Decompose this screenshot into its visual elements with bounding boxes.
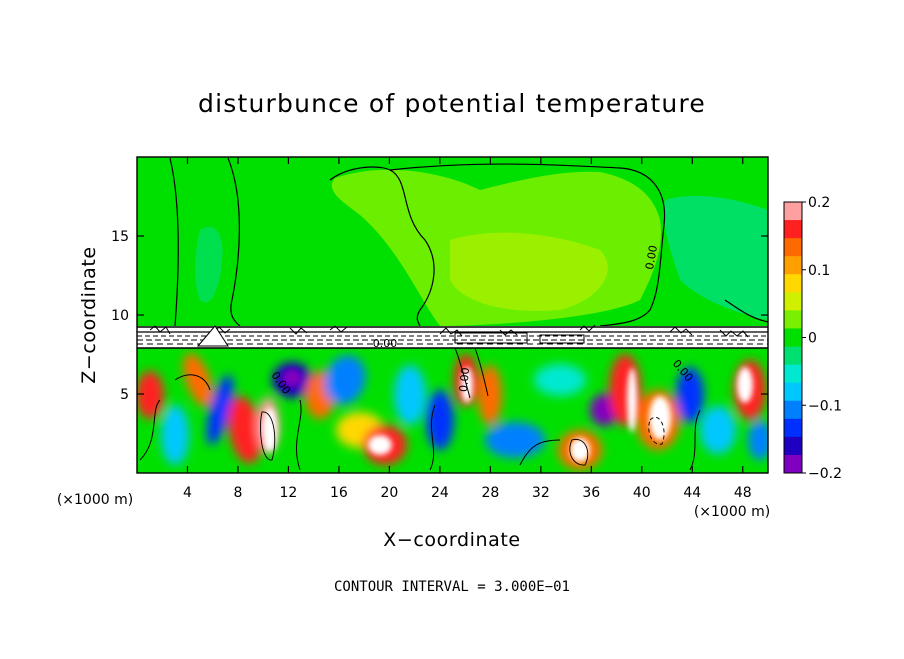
x-tick-label: 16 <box>330 485 348 501</box>
y-tick-label: 10 <box>111 308 129 324</box>
contour-line-upper <box>227 157 241 327</box>
cool-blob <box>161 405 189 465</box>
x-tick-label: 24 <box>431 485 449 501</box>
contour-label: 0.00 <box>457 367 472 393</box>
colorbar-swatch <box>784 202 802 221</box>
contour-label: 0.00 <box>643 244 660 270</box>
cool-blob <box>748 420 768 460</box>
cool-blob <box>676 367 704 423</box>
x-tick-label: 36 <box>582 485 600 501</box>
colorbar-swatch <box>784 346 802 366</box>
warm-core <box>737 367 753 403</box>
warm-core <box>649 396 671 440</box>
x-unit-label: (×1000 m) <box>694 504 770 520</box>
x-tick-label: 28 <box>481 485 499 501</box>
contour-line-upper <box>169 157 179 327</box>
colorbar-tick-label: −0.1 <box>808 398 842 414</box>
y-tick-label: 15 <box>111 229 129 245</box>
colorbar-swatch <box>784 310 802 329</box>
colorbar-swatch <box>784 400 802 420</box>
x-axis: 4 8 12 16 20 24 28 32 36 40 44 48 <box>183 157 752 501</box>
colorbar-tick-label: 0.2 <box>808 195 830 211</box>
warm-blob <box>228 396 262 464</box>
plot-area: 0.00 0.00 0.00 0.00 0.00 <box>137 157 768 473</box>
colorbar-swatch <box>784 238 802 257</box>
colorbar-swatch <box>784 454 802 474</box>
cool-blob <box>426 390 454 450</box>
x-axis-title: X−coordinate <box>383 529 520 551</box>
cool-patch-right <box>663 195 768 320</box>
y-axis-title: Z−coordinate <box>78 246 100 383</box>
y-tick-label: 5 <box>120 387 129 403</box>
inversion-feature <box>474 347 489 397</box>
contour-label: 0.00 <box>373 337 398 350</box>
cool-blob <box>485 422 545 458</box>
colorbar-swatch <box>784 418 802 438</box>
colorbar-swatch <box>784 436 802 456</box>
colorbar-swatch <box>784 274 802 293</box>
colorbar-tick-label: 0 <box>808 331 817 347</box>
warm-blob <box>137 371 164 419</box>
inversion-feature <box>196 325 229 347</box>
warm-blob <box>478 365 502 425</box>
colorbar-swatch <box>784 292 802 311</box>
colorbar-swatch <box>784 364 802 384</box>
x-tick-label: 44 <box>683 485 701 501</box>
x-tick-label: 12 <box>280 485 298 501</box>
contour-interval-note: CONTOUR INTERVAL = 3.000E−01 <box>334 579 570 595</box>
cool-blob <box>394 365 426 425</box>
contour-line-lower <box>139 374 701 471</box>
inversion-layer <box>137 324 768 399</box>
cool-blob <box>534 364 586 396</box>
turbulent-layer <box>137 348 768 473</box>
colorbar-tick-label: 0.1 <box>808 263 830 279</box>
colorbar-swatch <box>784 328 802 348</box>
colorbar: 0.2 0.1 0 −0.1 −0.2 <box>783 195 842 482</box>
z-unit-label: (×1000 m) <box>57 492 133 508</box>
warm-patch-center <box>450 232 608 311</box>
colorbar-swatch <box>784 256 802 275</box>
y-axis: 5 10 15 <box>111 229 768 403</box>
inversion-feature <box>539 334 585 344</box>
x-tick-label: 40 <box>633 485 651 501</box>
x-tick-label: 32 <box>532 485 550 501</box>
warm-core <box>263 408 277 452</box>
warm-core <box>368 435 392 455</box>
cool-core <box>282 369 302 387</box>
cool-blob <box>700 406 736 454</box>
chart-title: disturbunce of potential temperature <box>198 89 706 118</box>
contour-line-upper <box>724 299 768 323</box>
contour-line-lower <box>569 438 589 466</box>
colorbar-swatch <box>784 220 802 239</box>
x-tick-label: 4 <box>183 485 192 501</box>
cool-patch-left <box>195 226 223 303</box>
warm-core <box>627 368 637 432</box>
contour-line-upper <box>329 166 435 327</box>
contour-line-upper <box>389 163 666 327</box>
cool-blob <box>324 355 366 405</box>
x-tick-label: 8 <box>233 485 242 501</box>
upper-field <box>169 157 768 327</box>
inversion-feature <box>454 347 471 399</box>
contour-line-lower <box>648 417 665 445</box>
colorbar-swatch <box>784 382 802 402</box>
x-tick-label: 48 <box>734 485 752 501</box>
warm-blob <box>183 353 213 407</box>
x-tick-label: 20 <box>380 485 398 501</box>
cool-blob <box>206 375 234 445</box>
contour-line-lower <box>260 411 276 461</box>
inversion-feature <box>454 332 528 344</box>
colorbar-tick-label: −0.2 <box>808 466 842 482</box>
